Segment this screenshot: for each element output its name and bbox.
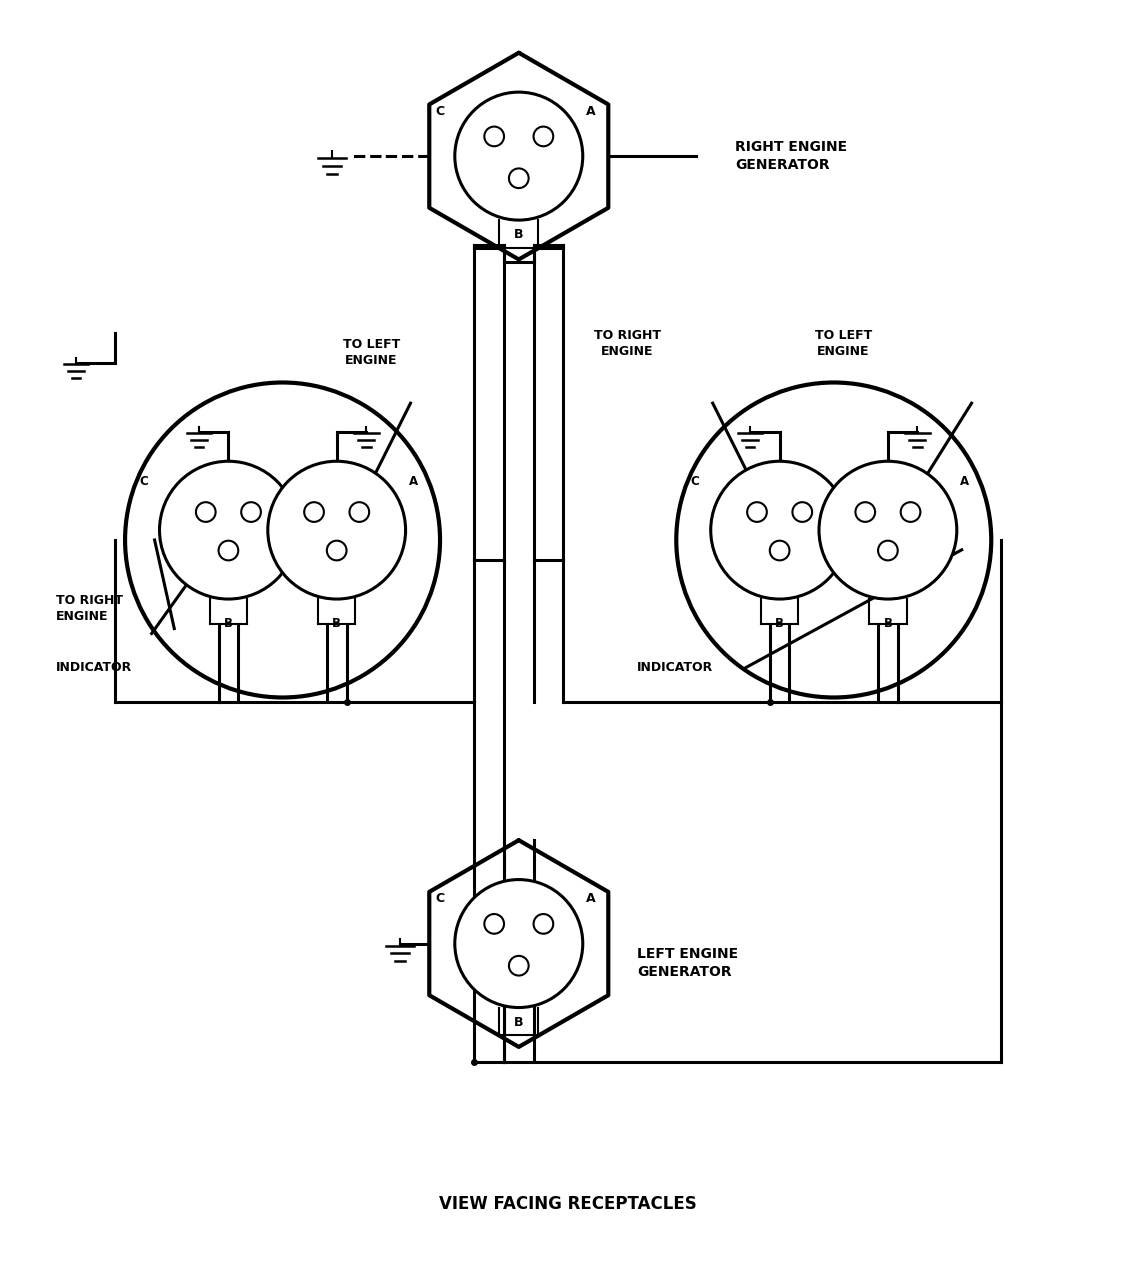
Text: TO RIGHT
ENGINE: TO RIGHT ENGINE	[593, 328, 660, 357]
Text: B: B	[884, 617, 893, 630]
Circle shape	[454, 879, 583, 1007]
Circle shape	[819, 461, 957, 599]
Text: B: B	[775, 617, 784, 630]
Circle shape	[711, 461, 849, 599]
Text: TO LEFT
ENGINE: TO LEFT ENGINE	[343, 338, 400, 367]
Text: B: B	[513, 1016, 524, 1029]
Text: C: C	[799, 475, 808, 488]
Text: A: A	[409, 475, 418, 488]
Text: A: A	[586, 105, 595, 118]
Text: TO LEFT
ENGINE: TO LEFT ENGINE	[815, 328, 872, 357]
Text: A: A	[852, 475, 861, 488]
Text: A: A	[301, 475, 310, 488]
Text: B: B	[513, 228, 524, 241]
Text: A: A	[960, 475, 969, 488]
Text: B: B	[224, 617, 233, 630]
Text: TO RIGHT
ENGINE: TO RIGHT ENGINE	[56, 594, 123, 623]
Text: A: A	[586, 892, 595, 905]
Text: C: C	[139, 475, 148, 488]
Text: B: B	[332, 617, 341, 630]
Text: INDICATOR: INDICATOR	[56, 661, 133, 674]
Circle shape	[454, 92, 583, 220]
Text: INDICATOR: INDICATOR	[637, 661, 713, 674]
Text: C: C	[436, 105, 445, 118]
Text: C: C	[691, 475, 699, 488]
Circle shape	[268, 461, 406, 599]
Text: VIEW FACING RECEPTACLES: VIEW FACING RECEPTACLES	[440, 1195, 696, 1214]
Text: C: C	[436, 892, 445, 905]
Text: RIGHT ENGINE
GENERATOR: RIGHT ENGINE GENERATOR	[735, 139, 847, 172]
Text: C: C	[248, 475, 256, 488]
Circle shape	[159, 461, 298, 599]
Text: LEFT ENGINE
GENERATOR: LEFT ENGINE GENERATOR	[637, 946, 738, 979]
